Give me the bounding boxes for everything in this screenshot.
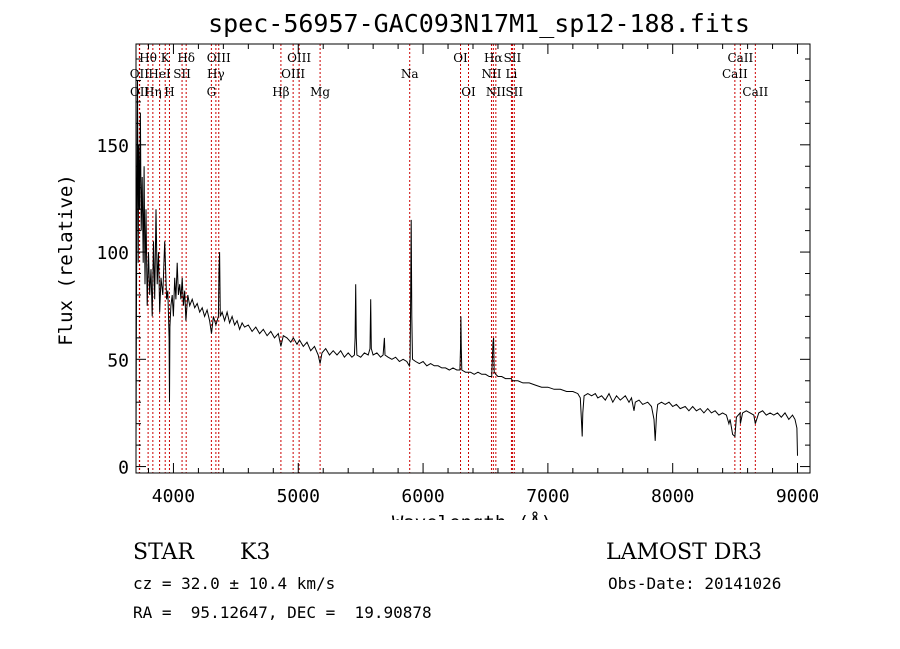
line-label: Hα: [484, 51, 503, 65]
x-tick-label: 4000: [152, 486, 195, 507]
y-tick-label: 50: [107, 350, 129, 371]
line-label: SII: [504, 51, 522, 65]
x-axis-ticks: 4000 5000 6000 7000 8000 9000: [147, 44, 819, 507]
line-label: Hγ: [207, 67, 225, 81]
line-label: OIII: [281, 67, 305, 81]
line-label: Li: [506, 67, 518, 81]
survey-name: LAMOST DR3: [606, 540, 762, 565]
line-label: Hθ: [139, 51, 157, 65]
x-tick-label: 5000: [277, 486, 320, 507]
line-label: Hβ: [272, 85, 289, 99]
plot-frame: [135, 43, 811, 474]
spectrum-line: [135, 80, 798, 456]
redshift-velocity: cz = 32.0 ± 10.4 km/s: [133, 574, 336, 593]
line-label: OIII: [207, 51, 231, 65]
line-label: OII: [130, 85, 150, 99]
y-tick-label: 150: [96, 136, 129, 157]
line-label: SII: [505, 85, 523, 99]
line-label: OIII: [287, 51, 311, 65]
line-label: H: [164, 85, 174, 99]
spectral-line-labels: Hθ OII OII K HeI Hη Hδ SII H OIII Hγ G OIII OIII Hβ Mg N…: [130, 51, 769, 99]
y-axis-ticks: 0 50 100 150: [96, 58, 810, 479]
line-label: NII: [486, 85, 506, 99]
chart-title: spec-56957-GAC093N17M1_sp12-188.fits: [208, 9, 750, 38]
line-label: CaII: [722, 67, 748, 81]
line-label: CaII: [727, 51, 753, 65]
x-tick-label: 9000: [776, 486, 819, 507]
line-label: G: [207, 85, 217, 99]
x-tick-label: 7000: [526, 486, 569, 507]
line-label: HeI: [148, 67, 171, 81]
line-label: OI: [453, 51, 468, 65]
line-label: OI: [461, 85, 476, 99]
line-label: Hδ: [177, 51, 195, 65]
x-tick-label: 8000: [651, 486, 694, 507]
line-label: OII: [130, 67, 150, 81]
line-label: SII: [173, 67, 191, 81]
spectral-line-markers: [138, 44, 756, 473]
y-tick-label: 0: [118, 458, 129, 479]
y-tick-label: 100: [96, 243, 129, 264]
y-axis-label: Flux (relative): [55, 174, 77, 346]
line-label: Hη: [144, 85, 162, 99]
observation-date: Obs-Date: 20141026: [608, 574, 782, 593]
line-label: Na: [401, 67, 419, 81]
x-axis-label: Wavelength (Å): [392, 511, 552, 520]
object-class: STAR: [133, 540, 194, 565]
line-label: K: [161, 51, 171, 65]
x-tick-label: 6000: [401, 486, 444, 507]
line-label: NII: [481, 67, 501, 81]
line-label: CaII: [742, 85, 768, 99]
coordinates: RA = 95.12647, DEC = 19.90878: [133, 603, 432, 622]
spectrum-chart: spec-56957-GAC093N17M1_sp12-188.fits Hθ O…: [55, 9, 819, 520]
line-label: Mg: [310, 85, 330, 99]
object-subclass: K3: [240, 540, 271, 565]
